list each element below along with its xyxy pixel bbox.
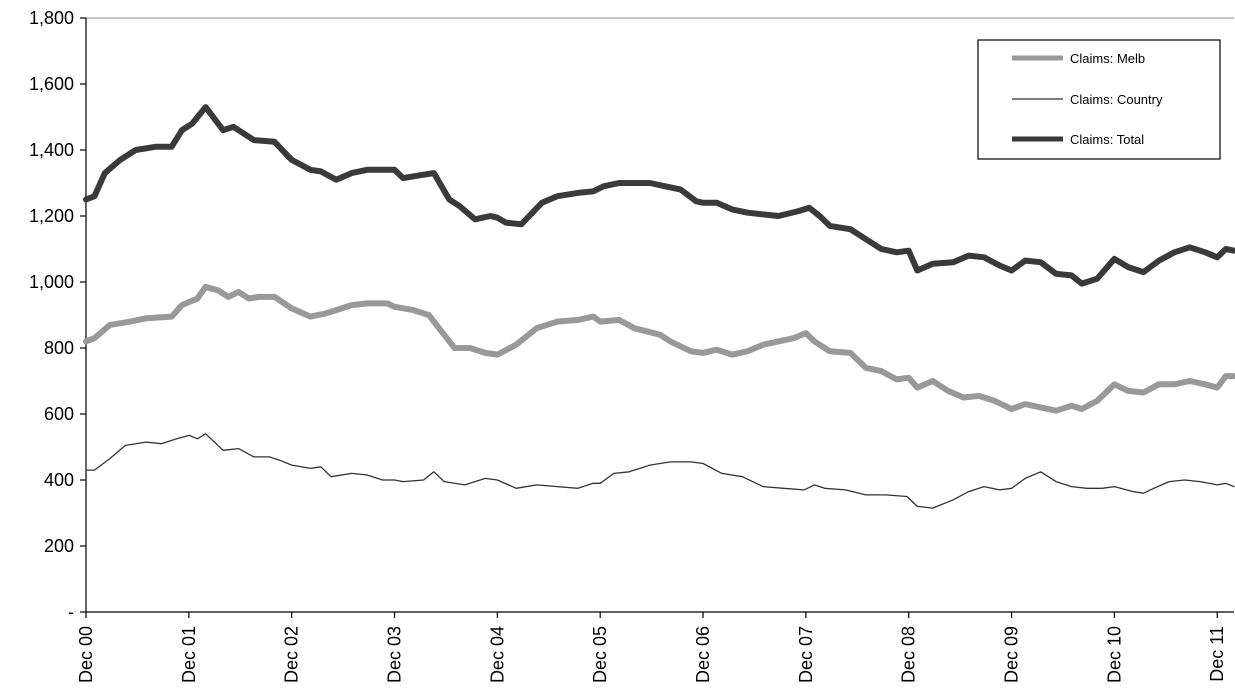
y-tick-label-9: 1,800 [29,8,74,28]
x-tick-label-0: Dec 00 [76,626,96,683]
y-tick-label-5: 1,000 [29,272,74,292]
x-tick-label-10: Dec 10 [1104,626,1124,683]
series-layer [83,104,1235,509]
legend: Claims: Melb Claims: Country Claims: Tot… [977,39,1221,160]
y-tick-label-7: 1,400 [29,140,74,160]
x-tick-label-1: Dec 01 [179,626,199,683]
x-tick-label-7: Dec 07 [796,626,816,683]
x-tick-label-4: Dec 04 [487,626,507,683]
x-tick-label-5: Dec 05 [590,626,610,683]
y-tick-label-4: 800 [44,338,74,358]
legend-label-country: Claims: Country [1070,92,1163,107]
x-tick-label-2: Dec 02 [282,626,302,683]
y-axis: - 200 400 600 800 1,000 1,200 1,400 1,600 1,800 [29,8,86,622]
y-tick-label-2: 400 [44,470,74,490]
x-tick-label-11: Dec 11 [1207,626,1227,682]
series-line-total [83,104,1235,287]
plot-frame [85,17,1234,613]
x-tick-label-8: Dec 08 [899,626,919,683]
x-axis: Dec 00 Dec 01 Dec 02 Dec 03 Dec 04 Dec 05 Dec … [76,612,1227,683]
x-tick-label-3: Dec 03 [385,626,405,683]
legend-label-total: Claims: Total [1070,132,1144,147]
legend-label-melb: Claims: Melb [1070,51,1145,66]
y-tick-label-1: 200 [44,536,74,556]
series-line-melb [83,283,1235,414]
y-tick-label-3: 600 [44,404,74,424]
y-tick-label-0: - [68,602,74,622]
y-tick-label-6: 1,200 [29,206,74,226]
x-tick-label-6: Dec 06 [693,626,713,683]
series-line-country [85,433,1235,509]
y-tick-label-8: 1,600 [29,74,74,94]
x-tick-label-9: Dec 09 [1002,626,1022,683]
